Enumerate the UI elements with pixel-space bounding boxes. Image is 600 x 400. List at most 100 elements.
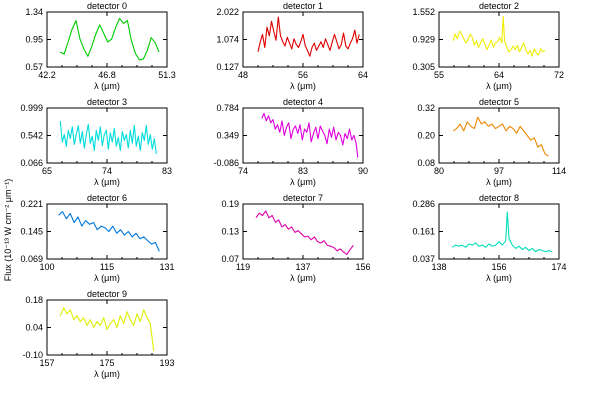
y-tick-label: 1.552 xyxy=(412,7,435,17)
x-tick-label: 64 xyxy=(358,70,368,80)
y-tick-label: 1.074 xyxy=(216,35,239,45)
x-tick-label: 46.8 xyxy=(98,70,116,80)
x-tick-label: 55 xyxy=(434,70,444,80)
x-tick-label: 157 xyxy=(39,358,54,368)
series-line-detector-7 xyxy=(255,210,354,255)
panel-title: detector 2 xyxy=(479,1,519,11)
x-tick-label: 51.3 xyxy=(158,70,176,80)
y-tick-label: 0.542 xyxy=(20,131,43,141)
series-line-detector-2 xyxy=(452,15,546,57)
chart-panel-detector-0: detector 0 42.2 46.8 51.3 1.34 0.95 0.57 λ (μm) xyxy=(25,1,175,91)
x-tick-label: 97 xyxy=(494,166,504,176)
x-tick-label: 56 xyxy=(298,70,308,80)
x-tick-label: 137 xyxy=(295,262,310,272)
series-line-detector-5 xyxy=(452,116,549,157)
series-line-detector-9 xyxy=(59,307,155,352)
y-tick-label: -0.10 xyxy=(22,350,43,360)
x-tick-label: 42.2 xyxy=(38,70,56,80)
y-tick-label: 0.069 xyxy=(20,254,43,264)
y-tick-label: 0.08 xyxy=(417,158,435,168)
y-tick-label: 0.066 xyxy=(20,158,43,168)
panel-title: detector 1 xyxy=(283,1,323,11)
x-axis-label: λ (μm) xyxy=(94,273,120,283)
series-line-detector-0 xyxy=(59,17,160,61)
x-axis-label: λ (μm) xyxy=(290,273,316,283)
x-tick-label: 131 xyxy=(159,262,174,272)
y-tick-label: 0.127 xyxy=(216,62,239,72)
chart-panel-detector-9: detector 9 157 175 193 0.18 0.04 -0.10 λ (μm) xyxy=(22,289,174,379)
x-tick-label: 65 xyxy=(42,166,52,176)
series-line-detector-4 xyxy=(261,112,359,158)
y-tick-label: 2.022 xyxy=(216,7,239,17)
x-axis-label: λ (μm) xyxy=(486,177,512,187)
chart-panel-detector-4: detector 4 74 83 90 0.784 0.349 -0.086 λ (μm) xyxy=(213,97,368,187)
series-line-detector-3 xyxy=(59,120,157,154)
y-tick-label: 0.286 xyxy=(412,199,435,209)
panel-title: detector 7 xyxy=(283,193,323,203)
x-tick-label: 83 xyxy=(298,166,308,176)
y-tick-label: 0.32 xyxy=(417,103,435,113)
chart-panel-detector-2: detector 2 55 64 72 1.552 0.929 0.305 λ (μm) xyxy=(412,1,564,91)
plot-frame xyxy=(438,203,560,260)
x-tick-label: 114 xyxy=(552,166,566,176)
x-tick-label: 100 xyxy=(39,262,54,272)
x-tick-label: 90 xyxy=(358,166,368,176)
x-tick-label: 72 xyxy=(554,70,564,80)
y-tick-label: 0.145 xyxy=(20,227,43,237)
x-axis-label: λ (μm) xyxy=(486,81,512,91)
panel-title: detector 5 xyxy=(479,97,519,107)
panel-title: detector 8 xyxy=(479,193,519,203)
y-tick-label: 0.161 xyxy=(412,227,435,237)
x-tick-label: 74 xyxy=(102,166,112,176)
y-tick-label: 0.04 xyxy=(25,323,43,333)
chart-panel-detector-8: detector 8 138 156 174 0.286 0.161 0.037 λ (μm) xyxy=(412,193,566,283)
chart-panel-detector-5: detector 5 80 97 114 0.32 0.20 0.08 λ (μm) xyxy=(417,97,566,187)
y-tick-label: 0.19 xyxy=(221,199,239,209)
chart-panel-detector-3: detector 3 65 74 83 0.999 0.542 0.066 λ (μm) xyxy=(20,97,172,187)
y-tick-label: 0.929 xyxy=(412,35,435,45)
chart-panels: detector 0 42.2 46.8 51.3 1.34 0.95 0.57 λ (μm)… xyxy=(20,1,566,379)
panel-title: detector 9 xyxy=(87,289,127,299)
y-tick-label: 0.999 xyxy=(20,103,43,113)
y-tick-label: 0.07 xyxy=(221,254,239,264)
x-tick-label: 175 xyxy=(99,358,114,368)
panel-title: detector 3 xyxy=(87,97,127,107)
plot-frame xyxy=(242,203,364,260)
panel-title: detector 6 xyxy=(87,193,127,203)
y-tick-label: 0.784 xyxy=(216,103,239,113)
x-tick-label: 48 xyxy=(238,70,248,80)
x-tick-label: 138 xyxy=(431,262,446,272)
y-tick-label: 0.349 xyxy=(216,131,239,141)
y-tick-label: 0.57 xyxy=(25,62,43,72)
y-tick-label: -0.086 xyxy=(213,158,239,168)
y-tick-label: 0.305 xyxy=(412,62,435,72)
x-tick-label: 156 xyxy=(355,262,370,272)
series-line-detector-6 xyxy=(58,211,160,252)
y-tick-label: 0.20 xyxy=(417,131,435,141)
x-tick-label: 64 xyxy=(494,70,504,80)
x-tick-label: 83 xyxy=(162,166,172,176)
series-line-detector-1 xyxy=(257,16,360,57)
y-tick-label: 1.34 xyxy=(25,7,43,17)
x-axis-label: λ (μm) xyxy=(290,177,316,187)
y-tick-label: 0.18 xyxy=(25,295,43,305)
plot-frame xyxy=(438,107,560,164)
x-axis-label: λ (μm) xyxy=(94,177,120,187)
chart-panel-detector-7: detector 7 119 137 156 0.19 0.13 0.07 λ (μm) xyxy=(221,193,370,283)
x-tick-label: 193 xyxy=(159,358,174,368)
x-tick-label: 174 xyxy=(551,262,566,272)
plot-frame xyxy=(46,203,168,260)
x-axis-label: λ (μm) xyxy=(486,273,512,283)
panel-title: detector 4 xyxy=(283,97,323,107)
y-tick-label: 0.95 xyxy=(25,35,43,45)
y-tick-label: 0.221 xyxy=(20,199,43,209)
y-tick-label: 0.13 xyxy=(221,227,239,237)
x-tick-label: 119 xyxy=(236,262,250,272)
x-axis-label: λ (μm) xyxy=(94,369,120,379)
y-tick-label: 0.037 xyxy=(412,254,435,264)
figure-y-axis-label: Flux (10⁻¹³ W cm⁻² μm⁻¹) xyxy=(3,179,13,281)
chart-panel-detector-1: detector 1 48 56 64 2.022 1.074 0.127 λ (μm) xyxy=(216,1,368,91)
panel-title: detector 0 xyxy=(87,1,127,11)
x-axis-label: λ (μm) xyxy=(94,81,120,91)
